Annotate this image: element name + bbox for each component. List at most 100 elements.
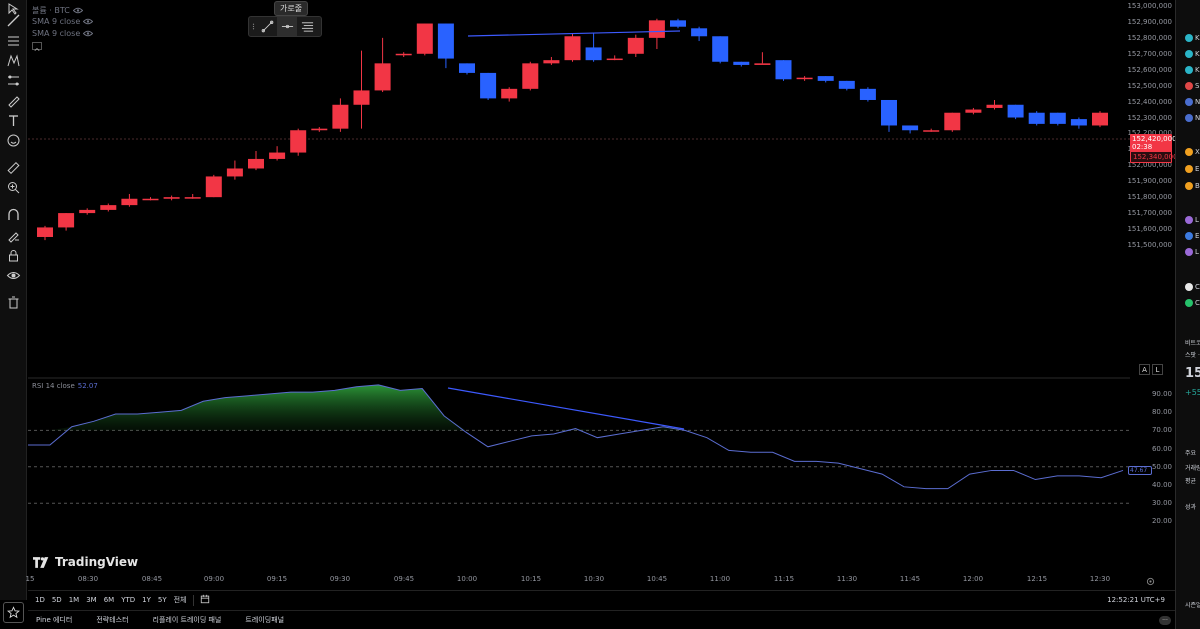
price-scale[interactable]: 153,000,000 152,900,000 152,800,000 152,700… — [1127, 0, 1175, 590]
collapse-legend-icon[interactable] — [32, 42, 42, 52]
legend-volume[interactable]: 볼륨 · BTC — [32, 5, 83, 16]
measure-tool-icon[interactable] — [4, 71, 23, 90]
watchlist-item[interactable]: S — [1185, 82, 1199, 90]
watchlist-item[interactable]: B — [1185, 182, 1200, 190]
time-tick-label: 11:45 — [899, 575, 921, 583]
bar-countdown: 02:38 — [1132, 143, 1153, 151]
time-tick-label: 10:30 — [583, 575, 605, 583]
range-1m[interactable]: 1M — [68, 596, 80, 604]
time-axis-settings-icon[interactable] — [1146, 576, 1155, 589]
keep-drawing-tool-icon[interactable] — [4, 226, 23, 245]
auto-scale-button[interactable]: A — [1139, 364, 1150, 375]
magnet-tool-icon[interactable] — [4, 205, 23, 224]
eye-icon[interactable] — [83, 18, 94, 25]
watchlist-item[interactable]: K — [1185, 34, 1200, 42]
eye-icon[interactable] — [72, 7, 83, 14]
watchlist-item[interactable]: N — [1185, 114, 1200, 122]
visibility-tool-icon[interactable] — [4, 266, 23, 285]
candle-body — [691, 28, 708, 37]
rsi-trendline[interactable] — [447, 387, 685, 430]
lock-tool-icon[interactable] — [4, 246, 23, 265]
pattern-tool-icon[interactable] — [4, 51, 23, 70]
time-tick-label: 10:45 — [646, 575, 668, 583]
range-1y[interactable]: 1Y — [142, 596, 151, 604]
price-trendline[interactable] — [467, 30, 681, 37]
previous-price-label: 152,340,000 — [1130, 151, 1178, 163]
legend-sma-1[interactable]: SMA 9 close — [32, 17, 94, 26]
tradingview-logo-icon — [33, 556, 49, 568]
candle-body — [437, 23, 454, 59]
tradingview-logo: TradingView — [33, 555, 138, 569]
cursor-tool-icon[interactable] — [4, 0, 23, 19]
candle — [480, 72, 497, 100]
candle — [902, 125, 919, 134]
coin-icon — [1185, 98, 1193, 106]
candle-body — [100, 205, 117, 210]
favorites-star-icon[interactable] — [3, 602, 24, 623]
candle-body — [944, 112, 961, 131]
candle-body — [522, 63, 539, 89]
legend-sma-2[interactable]: SMA 9 close — [32, 29, 94, 38]
candle — [395, 52, 412, 57]
rsi-group — [28, 384, 1130, 504]
candle — [501, 87, 518, 102]
tab-replay-trading-panel[interactable]: 리플레이 트레이딩 패널 — [152, 616, 222, 624]
watchlist-item[interactable]: L — [1185, 216, 1199, 224]
emoji-tool-icon[interactable] — [4, 131, 23, 150]
drag-handle-icon[interactable] — [249, 17, 257, 36]
watchlist-item[interactable]: L — [1185, 248, 1199, 256]
tab-trading-panel[interactable]: 트레이딩패널 — [245, 616, 285, 624]
bottom-toolbar: 1D 5D 1M 3M 6M YTD 1Y 5Y 전체 12:52:21 UTC… — [28, 590, 1175, 609]
text-tool-icon[interactable] — [4, 111, 23, 130]
candle — [226, 160, 243, 180]
candle — [142, 197, 159, 201]
watchlist-item[interactable]: C — [1185, 299, 1200, 307]
watchlist-item[interactable]: K — [1185, 66, 1200, 74]
coin-icon — [1185, 34, 1193, 42]
trash-tool-icon[interactable] — [4, 293, 23, 312]
rsi-legend[interactable]: RSI 14 close 52.07 — [32, 382, 98, 390]
range-5y[interactable]: 5Y — [157, 596, 167, 604]
range-6m[interactable]: 6M — [103, 596, 115, 604]
candle — [437, 23, 454, 69]
watchlist-item[interactable]: E — [1185, 232, 1199, 240]
range-3m[interactable]: 3M — [86, 596, 97, 604]
range-1d[interactable]: 1D — [35, 596, 45, 604]
candle-body — [248, 158, 264, 169]
candle-body — [395, 53, 412, 56]
horizontal-line-icon[interactable] — [277, 17, 297, 36]
eye-icon[interactable] — [83, 30, 94, 37]
log-scale-button[interactable]: L — [1152, 364, 1163, 375]
range-all[interactable]: 전체 — [173, 596, 187, 604]
time-tick-label: 11:00 — [709, 575, 731, 583]
ruler-tool-icon[interactable] — [4, 158, 23, 177]
date-range-calendar-icon[interactable] — [200, 594, 210, 606]
candle — [1007, 104, 1024, 120]
zoom-tool-icon[interactable] — [4, 178, 23, 197]
candle — [859, 87, 876, 102]
multiple-lines-icon[interactable] — [297, 17, 317, 36]
chart-canvas[interactable] — [0, 0, 1130, 590]
horizontal-lines-tool-icon[interactable] — [4, 31, 23, 50]
watchlist-item[interactable]: K — [1185, 50, 1200, 58]
watchlist-item[interactable]: C — [1185, 283, 1200, 291]
current-price-value: 152,420,000 — [1132, 135, 1177, 143]
candle-body — [881, 99, 897, 126]
watchlist-symbol: X — [1195, 148, 1200, 156]
watchlist-item[interactable]: X — [1185, 148, 1200, 156]
range-ytd[interactable]: YTD — [121, 596, 136, 604]
watchlist-item[interactable]: E — [1185, 165, 1199, 173]
candle-body — [79, 209, 96, 214]
candle-body — [480, 72, 497, 99]
more-options-icon[interactable]: ··· — [1159, 616, 1171, 625]
range-5d[interactable]: 5D — [51, 596, 62, 604]
trend-line-icon[interactable] — [257, 17, 277, 36]
candle — [712, 36, 729, 64]
clock-timezone[interactable]: 12:52:21 UTC+9 — [1107, 596, 1165, 604]
tab-pine-editor[interactable]: Pine 에디터 — [36, 616, 73, 624]
brush-tool-icon[interactable] — [4, 91, 23, 110]
watchlist-item[interactable]: N — [1185, 98, 1200, 106]
candle-body — [501, 88, 518, 99]
tab-strategy-tester[interactable]: 전략테스터 — [96, 616, 129, 624]
trend-line-tool-icon[interactable] — [4, 11, 23, 30]
